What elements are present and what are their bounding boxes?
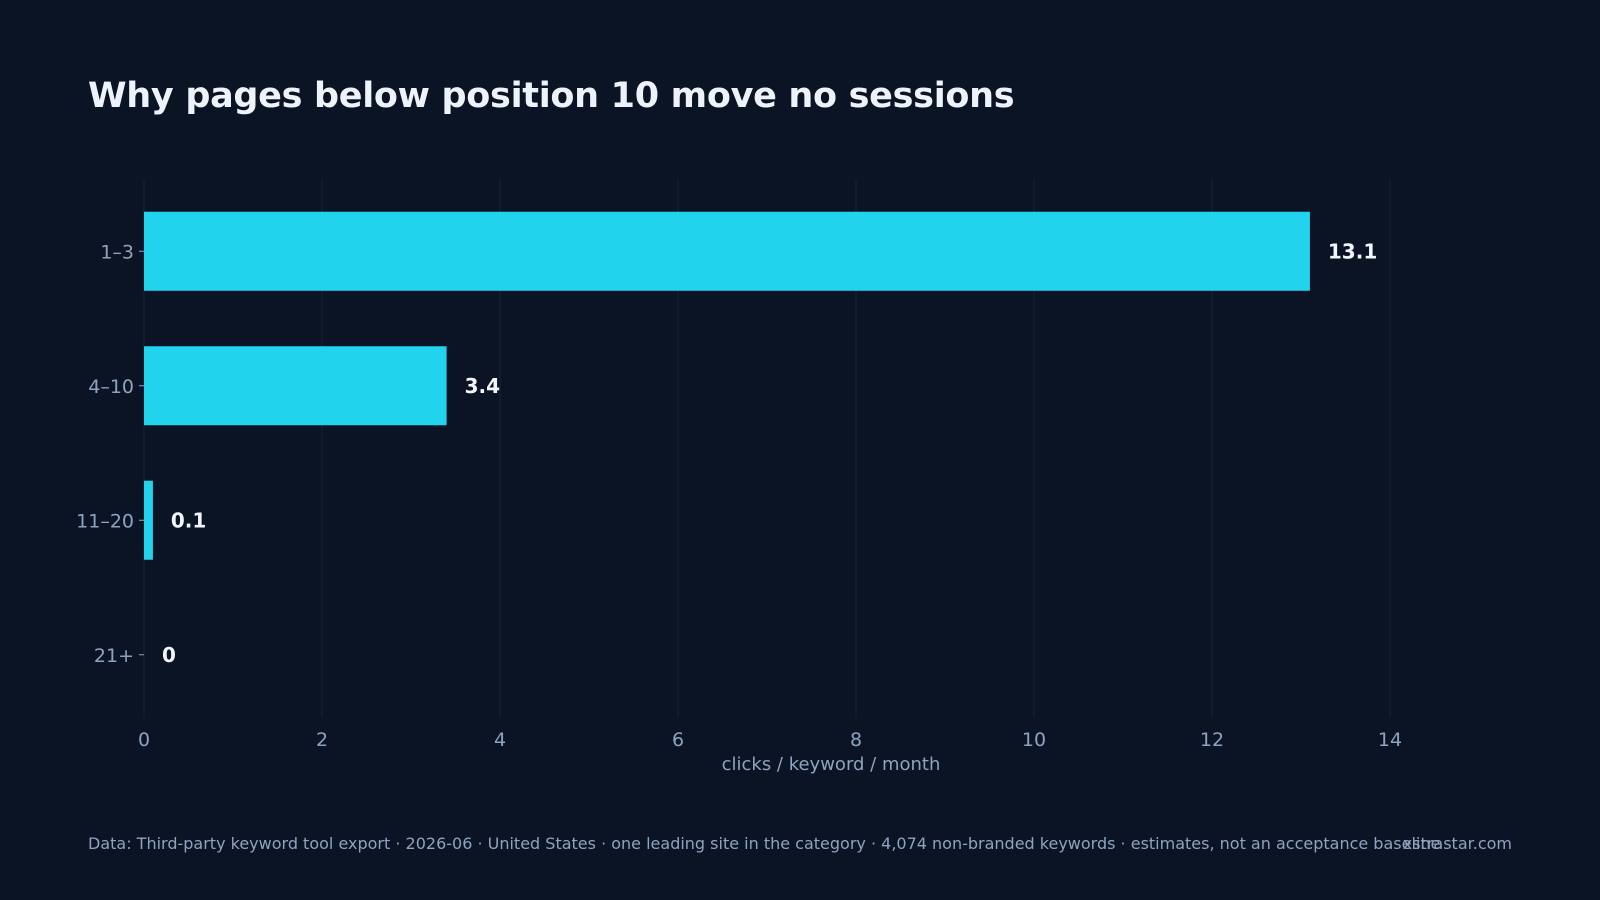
x-tick-label: 2 (316, 729, 328, 751)
bar (144, 480, 153, 560)
x-tick-label: 0 (138, 729, 150, 751)
x-tick-label: 14 (1378, 729, 1402, 751)
category-label: 4–10 (88, 376, 134, 398)
x-axis-label: clicks / keyword / month (722, 754, 941, 775)
x-tick-label: 10 (1022, 729, 1046, 751)
bar (144, 346, 447, 426)
chart-title: Why pages below position 10 move no sess… (88, 76, 1015, 116)
category-label: 1–3 (100, 241, 134, 263)
bars (144, 211, 1310, 560)
x-tick-label: 12 (1200, 729, 1224, 751)
value-label: 0 (162, 643, 176, 667)
source-note: Data: Third-party keyword tool export · … (88, 834, 1441, 853)
x-tick-label: 6 (672, 729, 684, 751)
x-tick-label: 8 (850, 729, 862, 751)
value-label: 3.4 (465, 374, 500, 398)
category-label: 21+ (94, 645, 134, 667)
value-label: 13.1 (1328, 239, 1377, 263)
labels: 0 2 4 6 8 10 12 14 1–3 13.1 4–10 3.4 11–20 0.1 21+ 0 (76, 239, 1402, 751)
x-tick-label: 4 (494, 729, 506, 751)
bar (144, 211, 1310, 291)
brand-link[interactable]: xstrastar.com (1402, 834, 1512, 853)
value-label: 0.1 (171, 508, 206, 532)
category-label: 11–20 (76, 510, 134, 532)
